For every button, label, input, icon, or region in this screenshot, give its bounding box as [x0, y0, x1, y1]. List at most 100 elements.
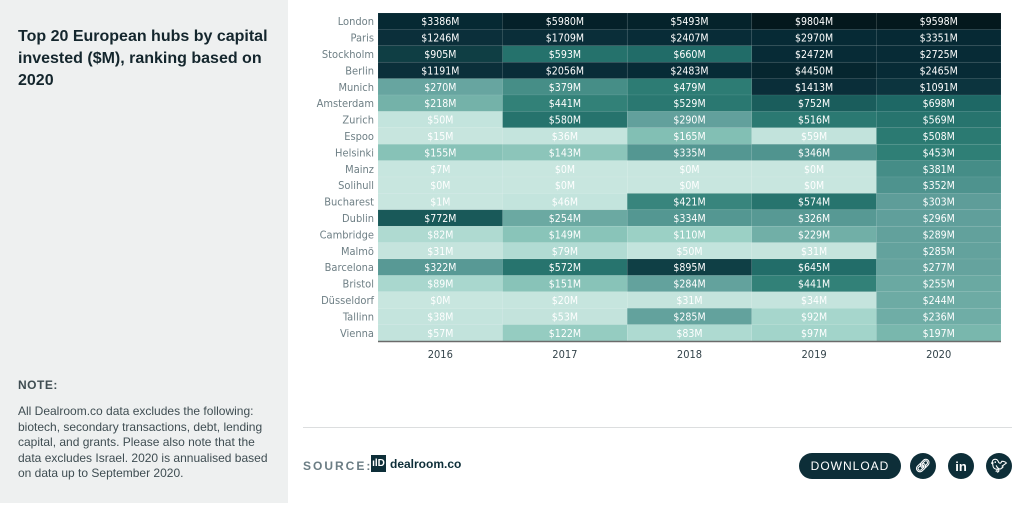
- cell-label: $574M: [798, 197, 830, 209]
- cell-label: $229M: [798, 229, 830, 241]
- linkedin-icon[interactable]: in: [948, 453, 974, 479]
- cell-label: $277M: [923, 262, 955, 274]
- cell-label: $2056M: [546, 65, 584, 77]
- dealroom-logo-mark: ılD: [371, 455, 386, 472]
- cell-label: $698M: [923, 98, 955, 110]
- cell-label: $285M: [673, 311, 705, 323]
- cell-label: $1091M: [920, 82, 958, 94]
- heatmap-cell[interactable]: [751, 143, 877, 161]
- cell-label: $4450M: [795, 65, 833, 77]
- cell-label: $285M: [923, 246, 955, 258]
- cell-label: $92M: [801, 311, 827, 323]
- cell-label: $453M: [923, 147, 955, 159]
- cell-label: $59M: [801, 131, 827, 143]
- cell-label: $143M: [549, 147, 581, 159]
- cell-label: $296M: [923, 213, 955, 225]
- row-label: Bucharest: [324, 196, 374, 209]
- cell-label: $1413M: [795, 82, 833, 94]
- row-label: Dublin: [342, 212, 374, 225]
- cell-label: $2465M: [920, 65, 958, 77]
- cell-label: $97M: [801, 328, 827, 340]
- x-tick-label: 2017: [552, 348, 577, 361]
- cell-label: $593M: [549, 49, 581, 61]
- cell-label: $381M: [923, 164, 955, 176]
- cell-label: $149M: [549, 229, 581, 241]
- cell-label: $895M: [673, 262, 705, 274]
- cell-label: $569M: [923, 115, 955, 127]
- cell-label: $79M: [552, 246, 578, 258]
- heatmap-cell[interactable]: [876, 291, 1002, 309]
- row-label: Düsseldorf: [321, 294, 374, 307]
- x-tick-label: 2016: [428, 348, 453, 361]
- cell-label: $2970M: [795, 33, 833, 45]
- cell-label: $236M: [923, 311, 955, 323]
- cell-label: $580M: [549, 115, 581, 127]
- cell-label: $31M: [801, 246, 827, 258]
- row-label: Solihull: [338, 179, 374, 192]
- row-label: Tallinn: [342, 310, 374, 323]
- row-label: Stockholm: [322, 48, 374, 61]
- link-icon[interactable]: 🔗︎: [910, 453, 936, 479]
- cell-label: $50M: [427, 115, 453, 127]
- cell-label: $421M: [673, 197, 705, 209]
- cell-label: $529M: [673, 98, 705, 110]
- cell-label: $905M: [424, 49, 456, 61]
- cell-label: $441M: [798, 279, 830, 291]
- dealroom-logo-text: dealroom.co: [390, 456, 462, 471]
- cell-label: $2483M: [670, 65, 708, 77]
- cell-label: $2725M: [920, 49, 958, 61]
- row-label: Bristol: [343, 278, 374, 291]
- cell-label: $645M: [798, 262, 830, 274]
- cell-label: $7M: [430, 164, 450, 176]
- cell-label: $0M: [679, 180, 699, 192]
- cell-label: $57M: [427, 328, 453, 340]
- row-label: Zurich: [342, 114, 374, 127]
- cell-label: $53M: [552, 311, 578, 323]
- twitter-icon[interactable]: 🐦︎: [986, 453, 1012, 479]
- heatmap-cell[interactable]: [751, 225, 877, 243]
- source-label: SOURCE:: [303, 459, 373, 473]
- cell-label: $479M: [673, 82, 705, 94]
- row-label: Helsinki: [335, 146, 374, 159]
- heatmap: London $3386M $5980M $5493M $9804M $9598M Pari…: [317, 12, 1002, 361]
- cell-label: $38M: [427, 311, 453, 323]
- cell-label: $441M: [549, 98, 581, 110]
- cell-label: $244M: [923, 295, 955, 307]
- cell-label: $322M: [424, 262, 456, 274]
- cell-label: $289M: [923, 229, 955, 241]
- cell-label: $46M: [552, 197, 578, 209]
- heatmap-cell[interactable]: [876, 193, 1002, 211]
- cell-label: $303M: [923, 197, 955, 209]
- row-label: Mainz: [345, 163, 374, 176]
- cell-label: $165M: [673, 131, 705, 143]
- cell-label: $0M: [804, 164, 824, 176]
- cell-label: $151M: [549, 279, 581, 291]
- cell-label: $352M: [923, 180, 955, 192]
- cell-label: $255M: [923, 279, 955, 291]
- heatmap-cell[interactable]: [876, 225, 1002, 243]
- cell-label: $9804M: [795, 16, 833, 28]
- heatmap-cell[interactable]: [876, 143, 1002, 161]
- heatmap-cell[interactable]: [751, 291, 877, 309]
- note-heading: NOTE:: [18, 378, 58, 392]
- cell-label: $0M: [555, 164, 575, 176]
- cell-label: $82M: [427, 229, 453, 241]
- row-label: Cambridge: [320, 228, 374, 241]
- cell-label: $110M: [673, 229, 705, 241]
- dealroom-logo[interactable]: ılD dealroom.co: [371, 455, 461, 472]
- heatmap-cell[interactable]: [751, 45, 877, 63]
- cell-label: $0M: [430, 180, 450, 192]
- chart-title: Top 20 European hubs by capital invested…: [18, 28, 268, 89]
- cell-label: $3386M: [421, 16, 459, 28]
- cell-label: $379M: [549, 82, 581, 94]
- divider: [303, 427, 1012, 428]
- cell-label: $335M: [673, 147, 705, 159]
- cell-label: $83M: [676, 328, 702, 340]
- heatmap-cell[interactable]: [876, 45, 1002, 63]
- download-button[interactable]: DOWNLOAD: [799, 453, 901, 479]
- row-label: London: [338, 15, 374, 28]
- heatmap-cell[interactable]: [751, 193, 877, 211]
- cell-label: $1191M: [421, 65, 459, 77]
- cell-label: $1246M: [421, 33, 459, 45]
- row-label: Espoo: [344, 130, 374, 143]
